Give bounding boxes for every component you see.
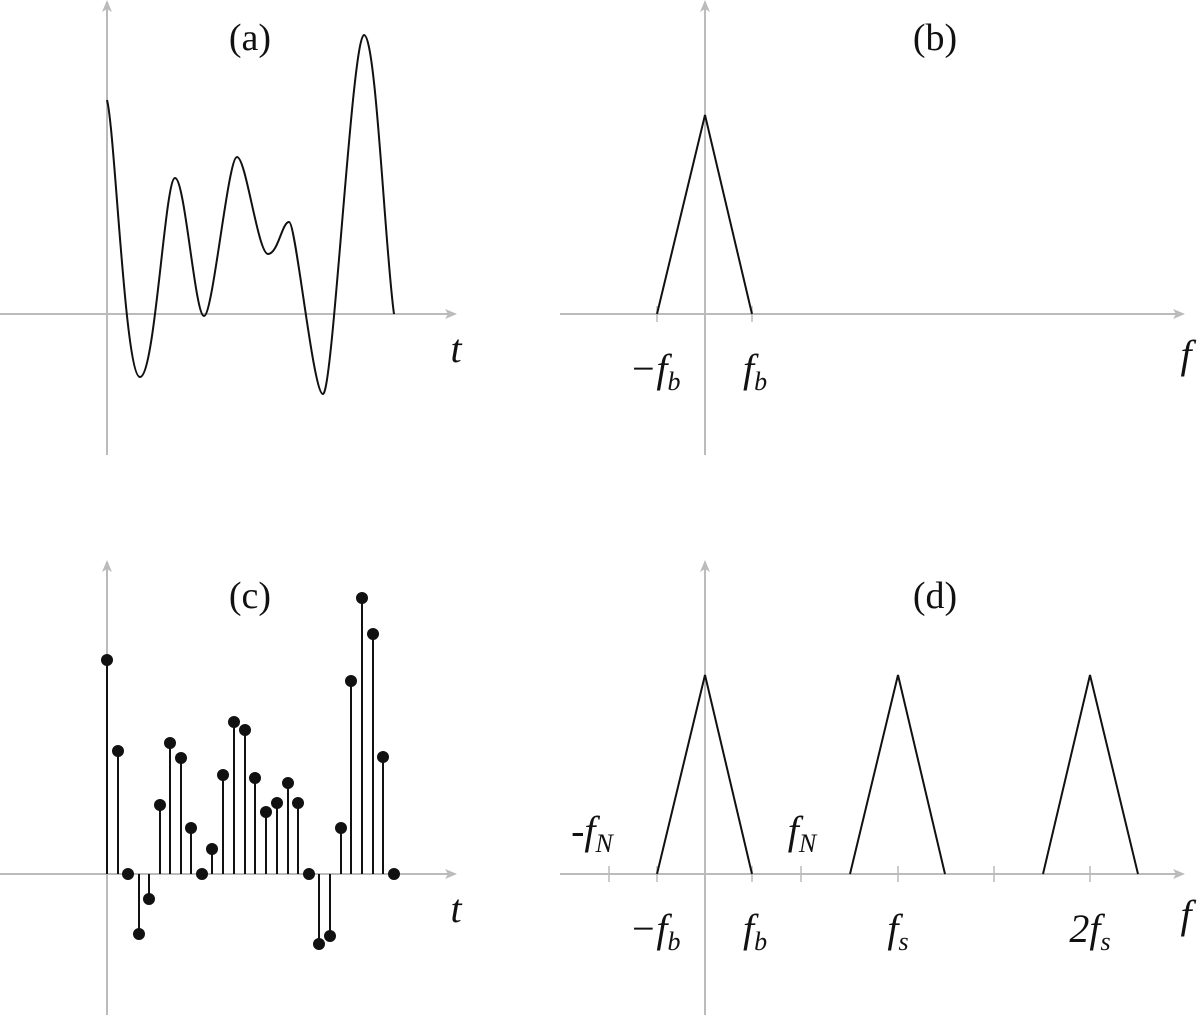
sample-dot — [303, 868, 315, 880]
label-sub: b — [668, 927, 681, 956]
freq-label: 2fs — [1069, 906, 1110, 956]
label-main: −f — [629, 346, 672, 391]
signal-curve — [106, 33, 395, 396]
label-sub: b — [754, 927, 767, 956]
axis-label: f — [1180, 892, 1196, 937]
label-sub: b — [668, 367, 681, 396]
panel-title: (c) — [229, 575, 271, 617]
axis-label: t — [450, 886, 462, 931]
freq-label: fb — [743, 906, 767, 956]
panel-title: (a) — [229, 17, 271, 59]
label-sub: b — [754, 367, 767, 396]
label-sub: N — [798, 829, 818, 858]
freq-label: −fb — [629, 346, 680, 396]
sample-dot — [217, 769, 229, 781]
panel-title: (b) — [913, 17, 957, 59]
sample-dot — [324, 930, 336, 942]
sample-dot — [164, 737, 176, 749]
freq-label: -fN — [571, 808, 614, 858]
sample-dot — [345, 675, 357, 687]
sample-dot — [271, 797, 283, 809]
sample-dot — [282, 777, 294, 789]
sample-dot — [122, 868, 134, 880]
sample-dot — [335, 822, 347, 834]
panel-a: (a) t — [0, 0, 462, 455]
panel-b: (b) f −fb fb — [560, 0, 1196, 455]
freq-label: fs — [887, 906, 908, 956]
sample-dot — [101, 654, 113, 666]
sample-dot — [206, 843, 218, 855]
panel-title: (d) — [913, 575, 957, 617]
spectrum — [656, 114, 753, 315]
sample-dot — [185, 822, 197, 834]
sample-dot — [239, 724, 251, 736]
spectrum — [656, 674, 753, 875]
axis-label: f — [1180, 332, 1196, 377]
sample-dot — [388, 868, 400, 880]
sample-dot — [228, 716, 240, 728]
label-sub: s — [1101, 927, 1111, 956]
freq-label: fb — [743, 346, 767, 396]
sample-dot — [260, 806, 272, 818]
label-main: 2f — [1069, 906, 1105, 951]
sample-dot — [154, 799, 166, 811]
sample-dot — [367, 628, 379, 640]
sample-dot — [292, 797, 304, 809]
sample-dot — [196, 868, 208, 880]
sample-dot — [377, 751, 389, 763]
sample-dot — [112, 745, 124, 757]
freq-label: −fb — [629, 906, 680, 956]
sample-dot — [356, 592, 368, 604]
label-main: −f — [629, 906, 672, 951]
panel-c: (c) t — [0, 560, 462, 1015]
sample-dot — [143, 893, 155, 905]
sample-dot — [313, 938, 325, 950]
spectrum-replica — [1042, 674, 1139, 875]
label-sub: s — [899, 927, 909, 956]
sample-dot — [133, 928, 145, 940]
spectrum-replica — [849, 674, 946, 875]
sample-dot — [249, 772, 261, 784]
axis-label: t — [450, 326, 462, 371]
freq-label: fN — [788, 808, 818, 858]
panel-d: (d) f -fN fN −fb fb fs 2fs — [560, 560, 1196, 1015]
label-main: -f — [571, 808, 600, 853]
label-sub: N — [595, 829, 615, 858]
sample-dot — [175, 752, 187, 764]
